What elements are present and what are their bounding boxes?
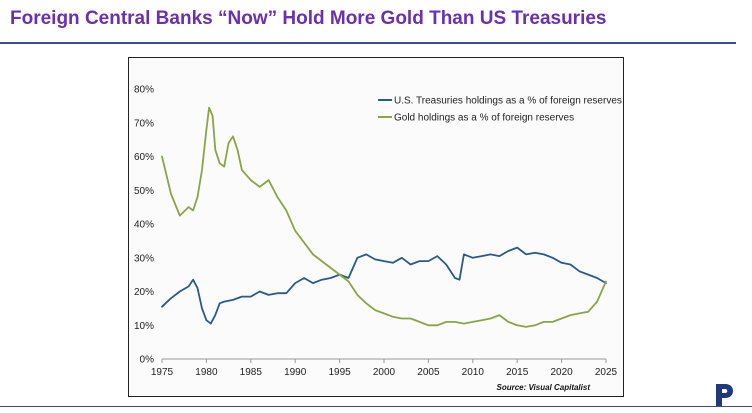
y-tick-label: 20% xyxy=(134,287,154,298)
source-note: Source: Visual Capitalist xyxy=(496,383,590,392)
series-layer xyxy=(161,106,607,328)
x-tick-label: 1985 xyxy=(240,367,263,378)
slide-title: Foreign Central Banks “Now” Hold More Go… xyxy=(10,8,607,29)
x-tick-label: 2015 xyxy=(506,367,529,378)
x-tick-label: 2000 xyxy=(373,367,396,378)
x-tick-label: 2025 xyxy=(595,367,618,378)
x-tick-label: 1975 xyxy=(151,367,174,378)
y-tick-label: 50% xyxy=(134,186,154,197)
legend-item-treasuries: U.S. Treasuries holdings as a % of forei… xyxy=(394,96,622,107)
x-tick-label: 1980 xyxy=(195,367,218,378)
y-tick-label: 80% xyxy=(134,85,154,96)
x-tick-label: 2020 xyxy=(550,367,573,378)
y-tick-label: 40% xyxy=(134,220,154,231)
title-divider xyxy=(0,42,736,44)
y-tick-label: 30% xyxy=(134,253,154,264)
gold-series-line xyxy=(161,106,607,328)
y-tick-label: 10% xyxy=(134,321,154,332)
legend: U.S. Treasuries holdings as a % of forei… xyxy=(378,96,622,124)
x-tick-label: 2005 xyxy=(417,367,440,378)
x-tick-label: 2010 xyxy=(462,367,485,378)
x-tick-label: 1995 xyxy=(328,367,351,378)
p-monogram-logo-icon xyxy=(713,382,735,413)
x-tick-label: 1990 xyxy=(284,367,307,378)
y-tick-label: 70% xyxy=(134,118,154,129)
line-chart: 0% 10% 20% 30% 40% 50% 60% 70% 80% 1975 1980 1985 19… xyxy=(134,85,622,393)
treasuries-series-line xyxy=(161,246,607,325)
y-tick-label: 0% xyxy=(140,355,155,366)
y-tick-label: 60% xyxy=(134,152,154,163)
legend-item-gold: Gold holdings as a % of foreign reserves xyxy=(394,113,574,124)
footer-divider xyxy=(0,406,752,407)
axes: 0% 10% 20% 30% 40% 50% 60% 70% 80% 1975 1980 1985 19… xyxy=(134,85,618,379)
